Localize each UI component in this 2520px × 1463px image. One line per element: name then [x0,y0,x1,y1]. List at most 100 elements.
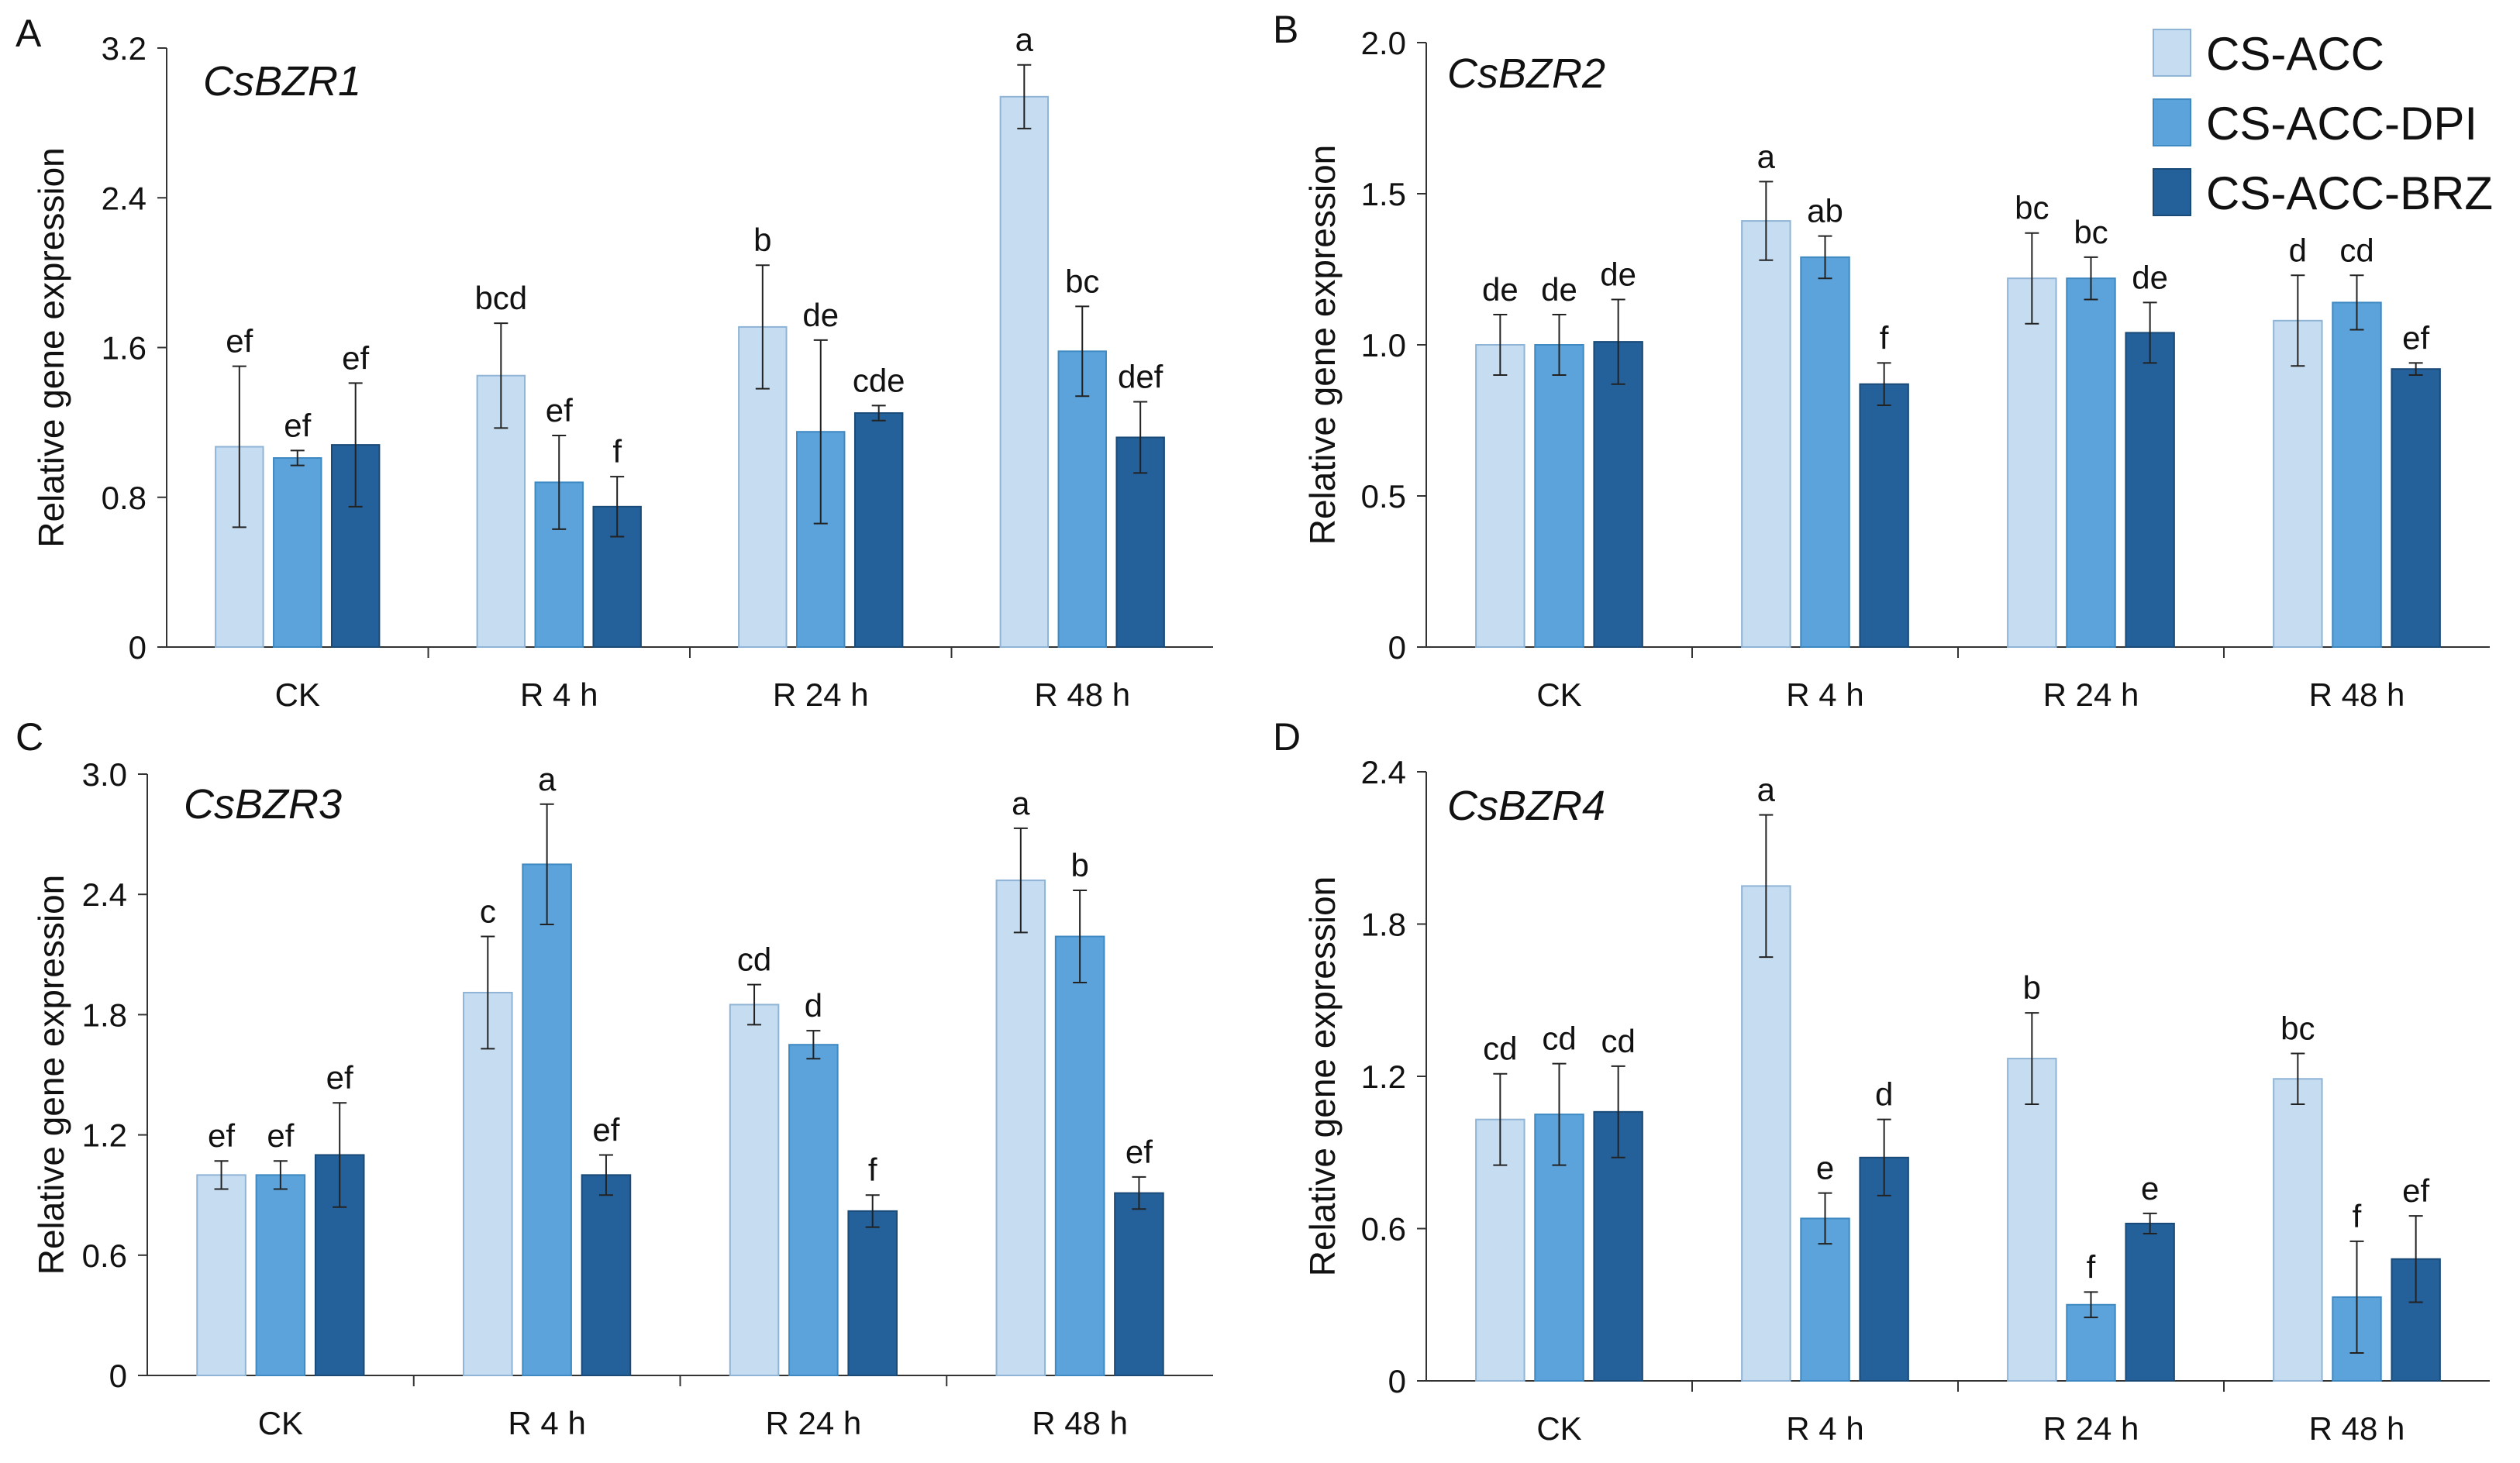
significance-label: f [2353,1198,2362,1234]
bar [2007,277,2057,648]
bar [2332,301,2382,648]
significance-label: ef [2402,1172,2429,1209]
bar [581,1174,632,1377]
chart-title: CsBZR4 [1447,783,1605,829]
bar [1534,344,1584,648]
legend-label: CS-ACC [2206,28,2384,80]
y-axis-title: Relative gene expression [1302,145,1343,546]
bar [2125,1222,2175,1382]
chart-panel-a: A CsBZR1 Relative gene expression 0 0.8 1.6 2.… [16,12,1213,713]
y-axis-title: Relative gene expression [31,875,71,1275]
y-tick-label: 1.6 [102,330,147,367]
x-tick-label: R 4 h [508,1405,585,1441]
significance-label: de [1482,271,1519,308]
bar [847,1210,898,1376]
chart-title: CsBZR2 [1447,50,1605,97]
bar [522,863,572,1376]
y-axis-title: Relative gene expression [31,147,71,548]
bar [1741,885,1791,1382]
significance-label: ab [1807,193,1843,229]
significance-label: ef [267,1117,294,1154]
legend-swatch [2153,29,2191,77]
bar [2273,1078,2323,1382]
x-tick-label: R 24 h [2043,1410,2139,1447]
bar [853,412,904,648]
significance-label: bc [2015,190,2049,226]
significance-label: ef [208,1117,235,1154]
x-tick-label: CK [1536,1410,1581,1447]
y-tick-label: 0 [129,629,147,666]
significance-label: ef [546,392,573,429]
bar [788,1044,839,1376]
x-tick-label: R 48 h [2309,1410,2405,1447]
legend-swatch [2153,98,2191,146]
y-tick-label: 2.4 [102,180,147,216]
significance-label: de [2132,259,2168,295]
x-tick-label: R 24 h [773,676,869,713]
bar [196,1174,246,1377]
bar [1593,341,1643,648]
significance-label: bc [1065,263,1099,299]
significance-label: cde [853,362,905,398]
significance-label: cd [1483,1031,1517,1067]
significance-label: a [1015,22,1034,58]
bar [592,505,642,648]
bar [2066,277,2116,648]
chart-panel-d: D CsBZR4 Relative gene expression 0 0.6 1.2 1.… [1273,715,2490,1447]
bar [463,991,513,1376]
y-tick-label: 1.2 [82,1117,127,1154]
chart-title: CsBZR3 [184,781,342,828]
y-tick-label: 2.0 [1361,25,1406,61]
significance-label: a [1012,785,1030,821]
significance-label: b [1070,847,1088,883]
significance-label: a [538,761,557,797]
y-axis-title: Relative gene expression [1302,876,1343,1277]
legend: CS-ACC CS-ACC-DPI CS-ACC-BRZ [2153,28,2493,219]
chart-panel-c: C CsBZR3 Relative gene expression 0 0.6 1.2 1.… [16,715,1213,1441]
significance-label: ef [1126,1134,1153,1170]
significance-label: cd [2339,232,2373,268]
bar [2007,1058,2057,1382]
significance-label: d [2289,232,2307,268]
y-tick-label: 1.5 [1361,176,1406,212]
significance-label: cd [1601,1023,1635,1059]
chart-panel-b: B CsBZR2 Relative gene expression 0 0.5 1.0 1.… [1273,8,2490,713]
bar [1475,344,1525,648]
significance-label: de [802,297,839,333]
bar [1054,935,1105,1376]
bar [314,1154,365,1376]
significance-label: a [1757,138,1776,174]
bar [255,1174,306,1377]
significance-label: de [1600,256,1636,293]
significance-label: bc [2280,1010,2315,1047]
bar [999,95,1050,648]
x-tick-label: CK [258,1405,303,1441]
panels: A CsBZR1 Relative gene expression 0 0.8 1.6 2.… [16,8,2490,1447]
significance-label: f [1880,319,1889,356]
y-tick-label: 0 [109,1358,127,1394]
x-tick-label: R 48 h [2309,676,2405,713]
y-tick-label: 0.6 [1361,1211,1406,1248]
significance-label: d [805,987,822,1024]
y-tick-label: 1.2 [1361,1059,1406,1095]
bar [729,1003,780,1376]
bar [2273,319,2323,648]
x-tick-label: R 4 h [1786,676,1863,713]
bar [534,481,584,648]
significance-label: e [1816,1150,1834,1186]
y-tick-label: 0.5 [1361,478,1406,515]
significance-label: ef [284,407,311,443]
legend-label: CS-ACC-BRZ [2206,167,2493,219]
bar [330,444,381,648]
y-tick-label: 3.0 [82,756,127,793]
significance-label: bc [2074,214,2108,250]
x-tick-label: R 4 h [1786,1410,1863,1447]
y-tick-label: 1.8 [1361,907,1406,943]
significance-label: ef [226,323,253,360]
y-tick-label: 2.4 [82,876,127,913]
bar [1741,220,1791,649]
significance-label: ef [326,1059,353,1096]
significance-label: ef [2402,319,2429,356]
significance-label: def [1118,359,1163,395]
